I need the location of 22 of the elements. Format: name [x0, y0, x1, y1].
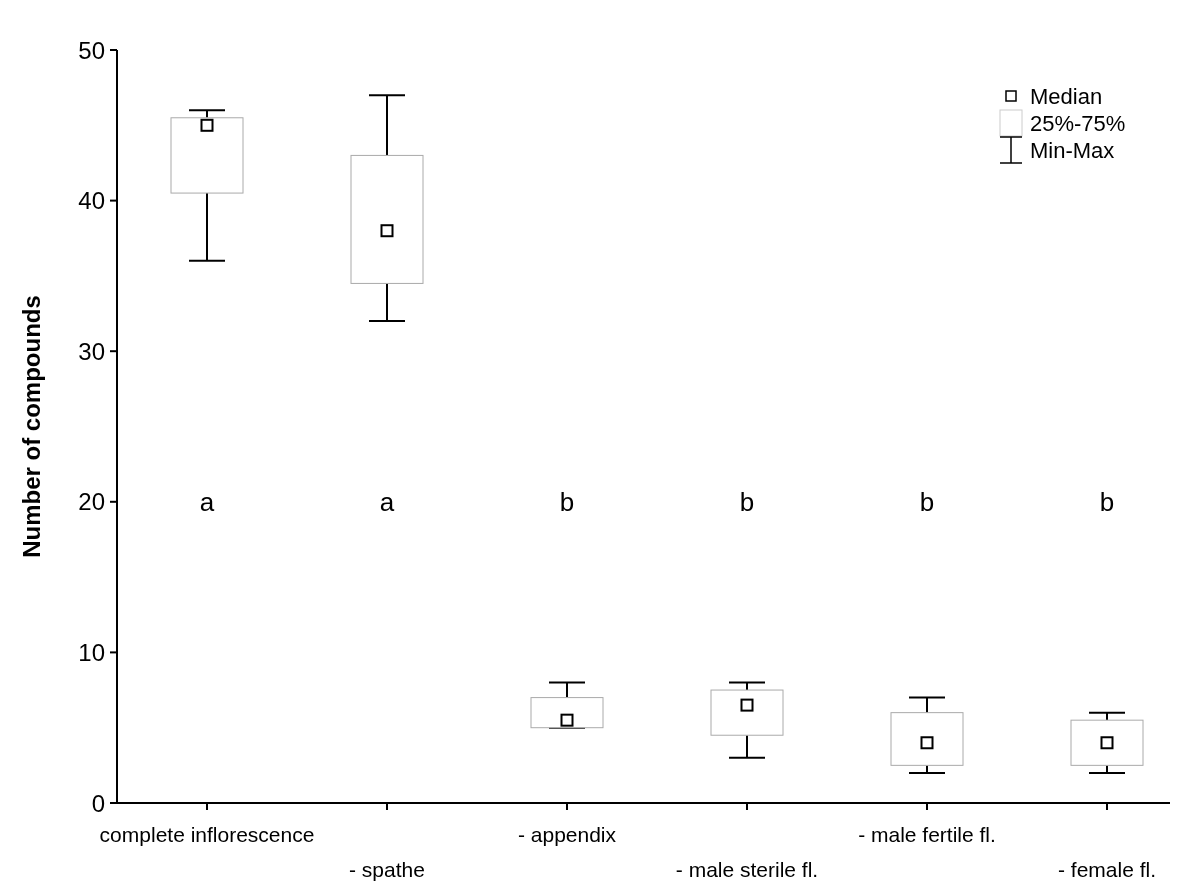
x-tick-label: - male sterile fl. — [675, 858, 819, 881]
y-tick-label: 30 — [78, 337, 105, 365]
x-tick-label: - male fertile fl. — [858, 823, 996, 846]
x-tick-label: - spathe — [349, 858, 425, 881]
x-tick-label: - female fl. — [1057, 858, 1157, 881]
annotation: Min-Max — [1030, 137, 1115, 163]
x-tick-label: complete inflorescence — [99, 823, 315, 846]
annotation: b — [739, 486, 755, 517]
y-tick-label: 40 — [78, 187, 105, 215]
y-axis-title: Number of compounds — [18, 295, 45, 558]
annotation: Median — [1030, 83, 1103, 109]
x-tick-label: - appendix — [517, 823, 617, 846]
annotation: b — [559, 486, 575, 517]
annotation: b — [1099, 486, 1115, 517]
annotation: a — [379, 486, 395, 517]
y-tick-label: 50 — [78, 36, 105, 64]
annotation: b — [919, 486, 935, 517]
y-tick-label: 0 — [91, 789, 105, 817]
y-tick-label: 10 — [78, 638, 105, 666]
annotation: 25%-75% — [1030, 110, 1126, 136]
annotation: a — [199, 486, 215, 517]
y-tick-label: 20 — [78, 488, 105, 516]
